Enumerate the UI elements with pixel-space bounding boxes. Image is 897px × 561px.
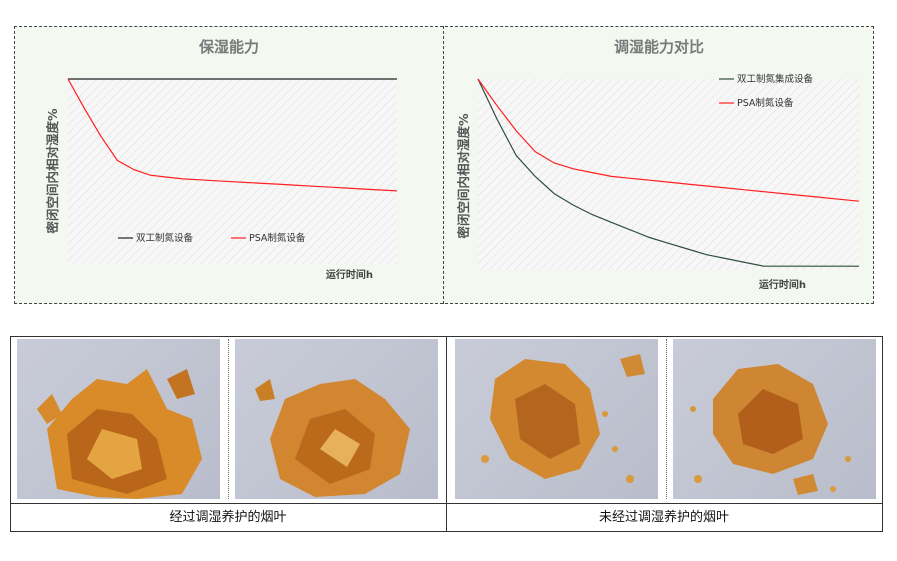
photo-untreated-leaves-1 — [455, 339, 658, 499]
humidity-control-comparison-chart: 调湿能力对比 密闭空间内相对湿度% 运行时间h 双工制氮集成设备 PSA制氮设备 — [456, 38, 860, 291]
plot-area — [478, 79, 859, 270]
photo-separator — [666, 339, 667, 499]
x-axis-label: 运行时间h — [759, 278, 806, 291]
caption-treated: 经过调湿养护的烟叶 — [169, 510, 287, 525]
plot-area — [68, 79, 397, 264]
caption-row: 经过调湿养护的烟叶 未经过调湿养护的烟叶 — [10, 503, 883, 532]
legend-label-1: PSA制氮设备 — [737, 97, 794, 109]
humidity-retention-chart: 保湿能力 密闭空间内相对湿度% 运行时间h 双工制氮设备 PSA制氮设备 — [45, 38, 398, 281]
y-axis-label: 密闭空间内相对湿度% — [456, 113, 471, 240]
caption-untreated: 未经过调湿养护的烟叶 — [598, 510, 729, 525]
x-axis-label: 运行时间h — [326, 268, 373, 281]
legend: 双工制氮设备 PSA制氮设备 — [118, 232, 306, 244]
chart-title: 调湿能力对比 — [614, 38, 704, 56]
photo-table-divider — [446, 336, 447, 532]
photo-separator — [228, 339, 229, 499]
series-line-1 — [477, 78, 860, 202]
chart-title: 保湿能力 — [198, 38, 259, 56]
series-line-1 — [67, 78, 398, 192]
chart-divider — [443, 26, 444, 304]
legend-label-1: PSA制氮设备 — [249, 232, 306, 244]
legend-label-0: 双工制氮集成设备 — [737, 73, 814, 85]
series-line-0 — [477, 78, 859, 267]
y-axis-label: 密闭空间内相对湿度% — [45, 108, 60, 235]
photo-treated-leaves-1 — [17, 339, 220, 499]
photo-untreated-leaves-2 — [673, 339, 876, 499]
legend-label-0: 双工制氮设备 — [136, 232, 194, 244]
legend: 双工制氮集成设备 PSA制氮设备 — [719, 73, 814, 109]
photo-treated-leaves-2 — [235, 339, 438, 499]
